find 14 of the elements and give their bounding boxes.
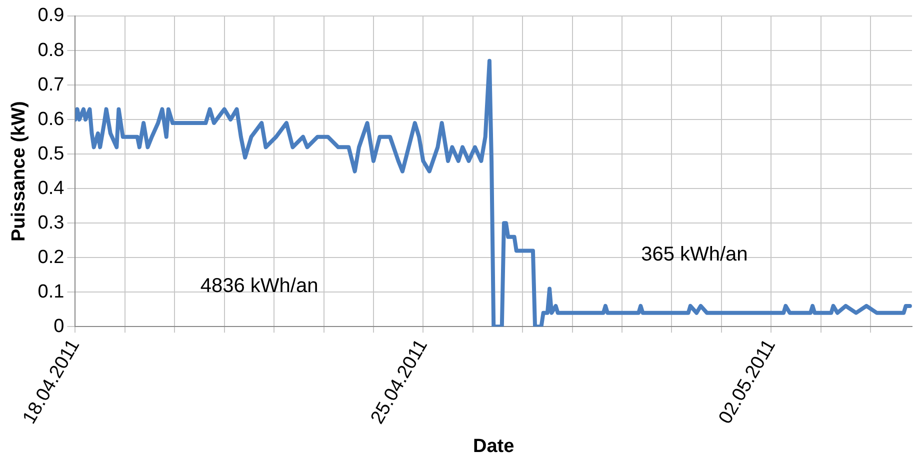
y-tick-label: 0.8 [38, 40, 64, 61]
y-tick-label: 0.1 [38, 281, 64, 302]
y-axis-title: Puissance (kW) [8, 101, 30, 242]
y-tick-label: 0.9 [38, 5, 64, 26]
y-tick-label: 0.7 [38, 74, 64, 96]
annotation: 4836 kWh/an [200, 274, 318, 297]
x-axis-title: Date [473, 436, 514, 457]
y-tick-label: 0.4 [38, 178, 65, 199]
annotation: 365 kWh/an [641, 244, 748, 266]
y-tick-label: 0.3 [38, 212, 64, 234]
y-tick-label: 0.6 [38, 108, 64, 130]
y-tick-label: 0.2 [38, 246, 64, 268]
y-tick-label: 0 [54, 316, 64, 337]
y-tick-label: 0.5 [38, 143, 64, 164]
